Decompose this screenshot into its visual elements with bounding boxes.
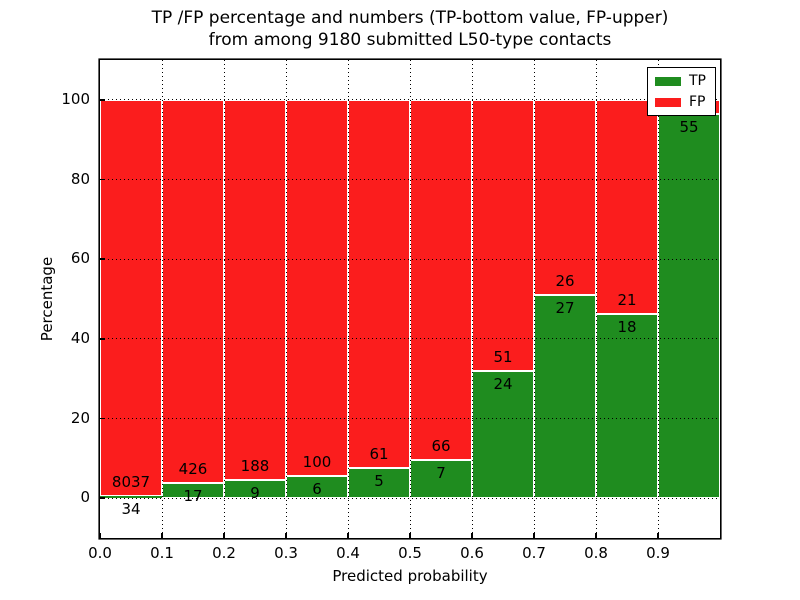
grid-line-x [409,60,411,538]
grid-line-x [161,60,163,538]
y-tick-label: 60 [70,249,90,268]
chart-title-line2: from among 9180 submitted L50-type conta… [208,30,612,50]
tp-count-label: 5 [374,471,384,490]
tp-count-label: 7 [436,463,446,482]
grid-line-y [100,338,720,340]
tp-count-label: 55 [679,117,699,136]
tp-count-label: 34 [121,500,141,519]
bar-segment-tp [100,496,162,499]
grid-line-x [471,60,473,538]
bar-segment-fp [100,99,162,497]
fp-count-label: 100 [302,452,332,471]
grid-line-x [285,60,287,538]
legend-item-fp: FP [655,95,708,109]
x-tick-label: 0.8 [584,544,608,562]
bar-segment-fp [534,99,596,296]
tp-count-label: 27 [555,299,575,318]
bar-segment-fp [286,99,348,476]
grid-line-y [100,258,720,260]
y-tick-label: 0 [80,488,90,507]
y-tick-mark [100,258,105,260]
x-tick-mark [161,533,163,538]
x-tick-label: 0.5 [398,544,422,562]
y-tick-label: 40 [70,328,90,347]
legend-item-tp: TP [655,74,708,88]
fp-count-label: 21 [617,291,637,310]
grid-line-x [533,60,535,538]
y-tick-mark [100,497,105,499]
x-tick-label: 0.1 [150,544,174,562]
bar-segment-fp [410,99,472,460]
x-tick-mark [223,533,225,538]
x-tick-label: 0.2 [212,544,236,562]
x-tick-mark [595,533,597,538]
fp-count-label: 51 [493,347,513,366]
tp-count-label: 6 [312,479,322,498]
x-tick-mark [471,533,473,538]
chart-title-line1: TP /FP percentage and numbers (TP-bottom… [151,8,669,28]
fp-count-label: 8037 [111,473,151,492]
bar-segment-fp [472,99,534,371]
y-tick-mark [100,338,105,340]
grid-line-y [100,179,720,180]
grid-line-x [657,60,659,538]
grid-line-y [100,497,720,499]
bar-segment-fp [162,99,224,483]
bar-segment-tp [410,459,472,499]
y-tick-mark [100,417,105,420]
tp-count-label: 24 [493,374,513,393]
fp-count-label: 61 [369,444,389,463]
legend-label-tp: TP [689,73,706,89]
x-tick-mark [657,533,659,538]
fp-count-label: 188 [240,456,270,475]
plot-area: 8037 34 426 17 188 9 100 6 61 5 66 7 51 24 26 27 21 18 55 [99,60,720,538]
bar-segment-tp [658,113,720,499]
x-tick-mark [409,533,411,538]
y-tick-label: 20 [70,408,90,427]
x-tick-mark [285,533,287,538]
x-tick-mark [347,533,349,538]
legend-label-fp: FP [689,94,706,110]
y-tick-mark [100,99,105,101]
x-tick-mark [99,533,101,538]
tp-count-label: 9 [250,483,260,502]
bar-segment-tp [534,295,596,499]
grid-line-y [100,99,720,101]
fp-swatch-icon [655,97,681,107]
x-tick-label: 0.0 [88,544,112,562]
chart-title: TP /FP percentage and numbers (TP-bottom… [100,7,720,51]
tp-count-label: 17 [183,486,203,505]
x-tick-mark [533,533,535,538]
bar-segment-fp [348,99,410,468]
x-tick-label: 0.4 [336,544,360,562]
x-tick-label: 0.9 [646,544,670,562]
grid-line-y [100,418,720,419]
fp-count-label: 26 [555,272,575,291]
x-tick-label: 0.7 [522,544,546,562]
y-tick-mark [100,178,105,181]
tp-count-label: 18 [617,318,637,337]
x-tick-label: 0.3 [274,544,298,562]
x-tick-label: 0.6 [460,544,484,562]
bar-segment-fp [596,99,658,315]
grid-line-x [347,60,349,538]
tp-swatch-icon [655,76,681,86]
fp-count-label: 66 [431,436,451,455]
bar-segment-fp [224,99,286,480]
y-tick-label: 100 [61,89,90,108]
grid-line-x [223,60,225,538]
legend: TP FP [647,67,716,116]
fp-count-label: 426 [178,459,208,478]
grid-line-x [595,60,597,538]
bar-segment-tp [596,314,658,499]
y-tick-label: 80 [70,169,90,188]
x-axis-label: Predicted probability [332,567,488,585]
